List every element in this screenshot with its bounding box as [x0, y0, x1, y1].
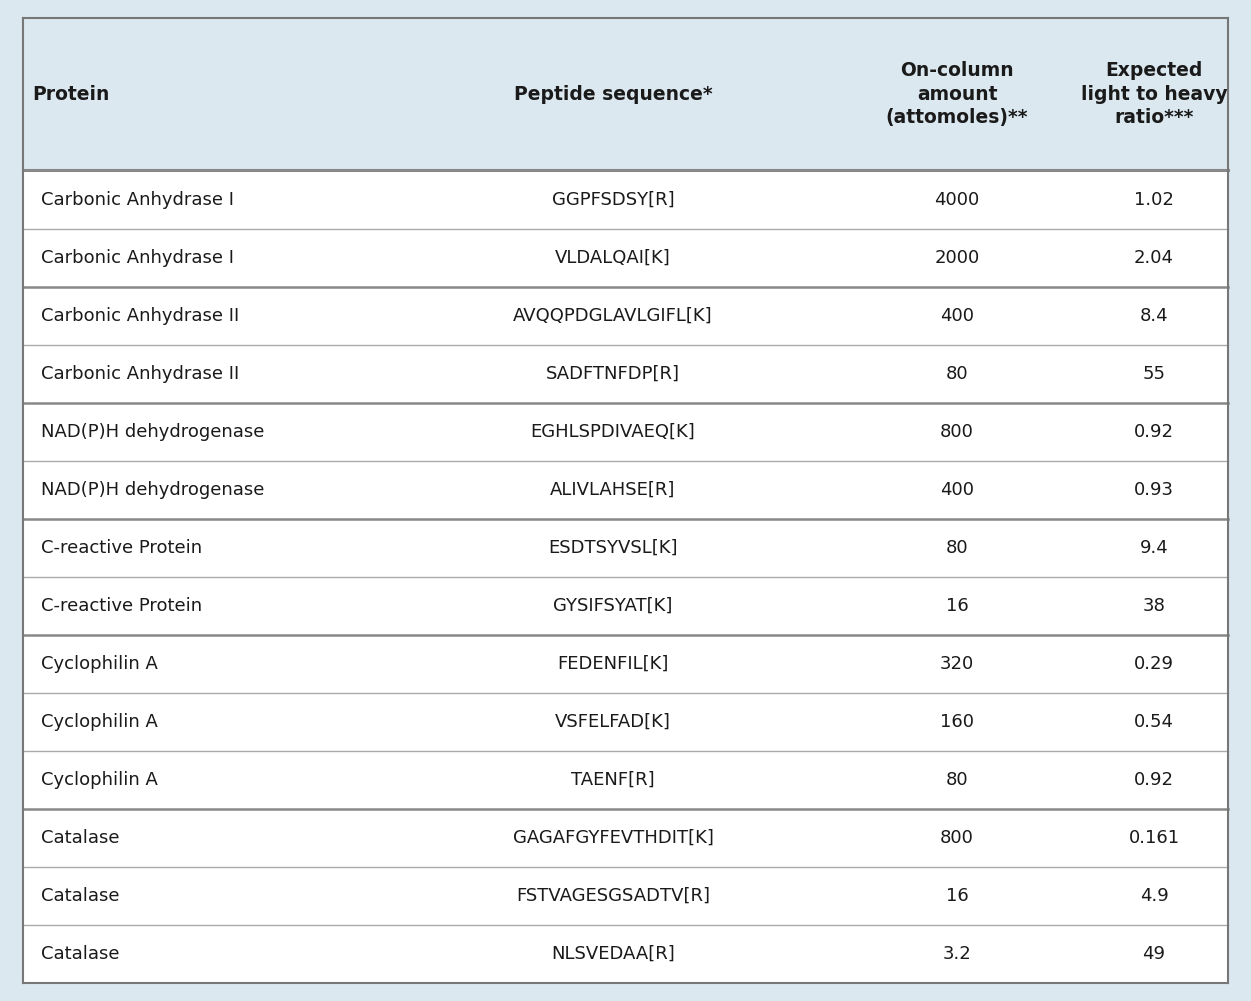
Text: 400: 400 — [940, 480, 975, 498]
Text: Peptide sequence*: Peptide sequence* — [514, 85, 712, 104]
Text: Carbonic Anhydrase II: Carbonic Anhydrase II — [41, 306, 239, 324]
Text: Catalase: Catalase — [41, 829, 120, 847]
Text: 320: 320 — [940, 655, 975, 673]
Text: NLSVEDAA[R]: NLSVEDAA[R] — [552, 945, 674, 963]
Text: ALIVLAHSE[R]: ALIVLAHSE[R] — [550, 480, 676, 498]
Text: 800: 800 — [940, 422, 975, 440]
Text: GGPFSDSY[R]: GGPFSDSY[R] — [552, 190, 674, 208]
Text: 0.92: 0.92 — [1135, 771, 1173, 789]
Text: SADFTNFDP[R]: SADFTNFDP[R] — [545, 364, 681, 382]
Text: 8.4: 8.4 — [1140, 306, 1168, 324]
Text: Carbonic Anhydrase II: Carbonic Anhydrase II — [41, 364, 239, 382]
Text: C-reactive Protein: C-reactive Protein — [41, 597, 203, 615]
Text: On-column
amount
(attomoles)**: On-column amount (attomoles)** — [886, 61, 1028, 127]
Text: FEDENFIL[K]: FEDENFIL[K] — [557, 655, 669, 673]
Text: AVQQPDGLAVLGIFL[K]: AVQQPDGLAVLGIFL[K] — [513, 306, 713, 324]
Text: 4000: 4000 — [934, 190, 980, 208]
Text: 0.29: 0.29 — [1135, 655, 1173, 673]
Text: TAENF[R]: TAENF[R] — [572, 771, 654, 789]
Text: Cyclophilin A: Cyclophilin A — [41, 713, 158, 731]
Text: 9.4: 9.4 — [1140, 539, 1168, 557]
Text: GYSIFSYAT[K]: GYSIFSYAT[K] — [553, 597, 673, 615]
Text: 80: 80 — [946, 364, 968, 382]
Text: 16: 16 — [946, 597, 968, 615]
Text: Carbonic Anhydrase I: Carbonic Anhydrase I — [41, 190, 234, 208]
Text: 80: 80 — [946, 771, 968, 789]
Text: Carbonic Anhydrase I: Carbonic Anhydrase I — [41, 248, 234, 266]
Text: Protein: Protein — [33, 85, 110, 104]
Text: 1.02: 1.02 — [1135, 190, 1173, 208]
Text: C-reactive Protein: C-reactive Protein — [41, 539, 203, 557]
Text: 160: 160 — [940, 713, 975, 731]
Text: 55: 55 — [1142, 364, 1166, 382]
Text: 0.161: 0.161 — [1128, 829, 1180, 847]
Text: 400: 400 — [940, 306, 975, 324]
Text: 49: 49 — [1142, 945, 1166, 963]
Text: NAD(P)H dehydrogenase: NAD(P)H dehydrogenase — [41, 480, 265, 498]
Text: GAGAFGYFEVTHDIT[K]: GAGAFGYFEVTHDIT[K] — [513, 829, 713, 847]
Text: Cyclophilin A: Cyclophilin A — [41, 655, 158, 673]
Text: 80: 80 — [946, 539, 968, 557]
Text: 3.2: 3.2 — [943, 945, 971, 963]
Text: 16: 16 — [946, 887, 968, 905]
Text: EGHLSPDIVAEQ[K]: EGHLSPDIVAEQ[K] — [530, 422, 696, 440]
Text: Cyclophilin A: Cyclophilin A — [41, 771, 158, 789]
Text: 800: 800 — [940, 829, 975, 847]
Text: ESDTSYVSL[K]: ESDTSYVSL[K] — [548, 539, 678, 557]
Text: 0.93: 0.93 — [1135, 480, 1173, 498]
Text: NAD(P)H dehydrogenase: NAD(P)H dehydrogenase — [41, 422, 265, 440]
Text: 2000: 2000 — [934, 248, 980, 266]
Text: 2.04: 2.04 — [1135, 248, 1173, 266]
Text: 38: 38 — [1142, 597, 1166, 615]
Text: FSTVAGESGSADTV[R]: FSTVAGESGSADTV[R] — [515, 887, 711, 905]
Text: VSFELFAD[K]: VSFELFAD[K] — [555, 713, 671, 731]
Text: Expected
light to heavy
ratio***: Expected light to heavy ratio*** — [1081, 61, 1227, 127]
Text: VLDALQAI[K]: VLDALQAI[K] — [555, 248, 671, 266]
Text: 0.92: 0.92 — [1135, 422, 1173, 440]
Text: 4.9: 4.9 — [1140, 887, 1168, 905]
Text: 0.54: 0.54 — [1135, 713, 1173, 731]
Text: Catalase: Catalase — [41, 887, 120, 905]
Text: Catalase: Catalase — [41, 945, 120, 963]
